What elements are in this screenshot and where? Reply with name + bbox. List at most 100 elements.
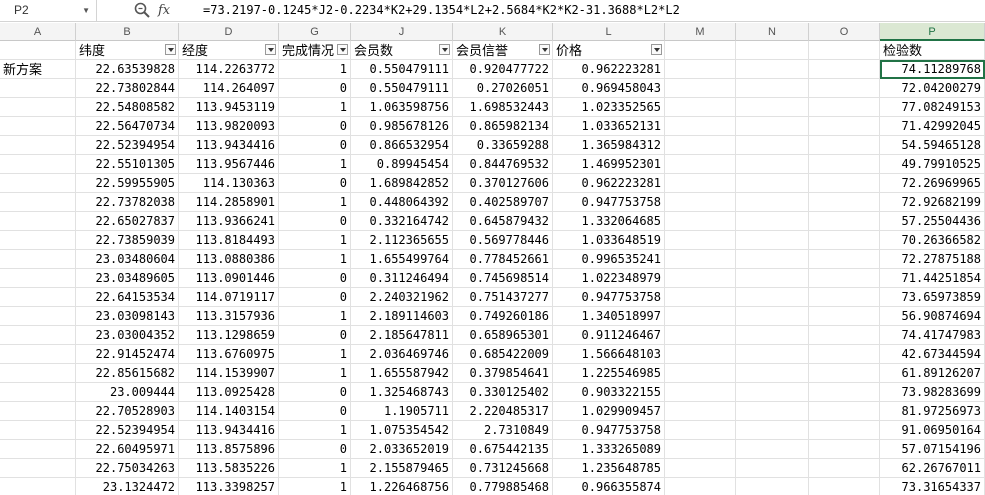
cell-m[interactable] [665, 478, 736, 495]
cell-a[interactable] [0, 288, 76, 307]
cell-n[interactable] [736, 288, 809, 307]
cell-j[interactable]: 0.866532954 [351, 136, 453, 155]
cell-p[interactable]: 54.59465128 [880, 136, 985, 155]
cell-j[interactable]: 0.448064392 [351, 193, 453, 212]
cell-n[interactable] [736, 250, 809, 269]
cell-j[interactable]: 1.075354542 [351, 421, 453, 440]
column-header-j[interactable]: J [351, 23, 453, 41]
cell-m[interactable] [665, 193, 736, 212]
cell-n[interactable] [736, 383, 809, 402]
cell-k[interactable]: 0.745698514 [453, 269, 553, 288]
header-cell-l[interactable]: 价格 [553, 41, 665, 60]
cell-a[interactable] [0, 79, 76, 98]
cell-d[interactable]: 113.5835226 [179, 459, 279, 478]
cell-j[interactable]: 1.226468756 [351, 478, 453, 495]
cell-g[interactable]: 0 [279, 402, 351, 421]
cell-l[interactable]: 0.962223281 [553, 174, 665, 193]
cell-j[interactable]: 1.655499764 [351, 250, 453, 269]
cell-g[interactable]: 1 [279, 98, 351, 117]
cell-a[interactable] [0, 212, 76, 231]
cell-j[interactable]: 0.311246494 [351, 269, 453, 288]
cell-a[interactable] [0, 345, 76, 364]
cell-b[interactable]: 22.59955905 [76, 174, 179, 193]
cell-d[interactable]: 113.0880386 [179, 250, 279, 269]
cell-k[interactable]: 0.402589707 [453, 193, 553, 212]
column-header-k[interactable]: K [453, 23, 553, 41]
cell-g[interactable]: 1 [279, 364, 351, 383]
header-cell-g[interactable]: 完成情况 [279, 41, 351, 60]
cell-b[interactable]: 22.65027837 [76, 212, 179, 231]
cell-j[interactable]: 2.155879465 [351, 459, 453, 478]
cell-d[interactable]: 114.1539907 [179, 364, 279, 383]
cell-b[interactable]: 23.03004352 [76, 326, 179, 345]
cell-d[interactable]: 113.0901446 [179, 269, 279, 288]
cell-l[interactable]: 1.033652131 [553, 117, 665, 136]
cell-m[interactable] [665, 250, 736, 269]
cell-p[interactable]: 74.41747983 [880, 326, 985, 345]
cell-m[interactable] [665, 174, 736, 193]
cell-g[interactable]: 0 [279, 174, 351, 193]
cell-a[interactable] [0, 117, 76, 136]
cell-o[interactable] [809, 269, 880, 288]
column-header-p[interactable]: P [880, 23, 985, 41]
cell-m[interactable] [665, 212, 736, 231]
cell-o[interactable] [809, 421, 880, 440]
cell-b[interactable]: 22.52394954 [76, 136, 179, 155]
cell-d[interactable]: 114.264097 [179, 79, 279, 98]
cell-o[interactable] [809, 288, 880, 307]
cell-b[interactable]: 23.009444 [76, 383, 179, 402]
cell-d[interactable]: 113.9567446 [179, 155, 279, 174]
cell-n[interactable] [736, 307, 809, 326]
cell-g[interactable]: 1 [279, 193, 351, 212]
cell-p[interactable]: 73.31654337 [880, 478, 985, 495]
cell-p[interactable]: 77.08249153 [880, 98, 985, 117]
cell-d[interactable]: 113.6760975 [179, 345, 279, 364]
cell-k[interactable]: 0.749260186 [453, 307, 553, 326]
cell-k[interactable]: 2.220485317 [453, 402, 553, 421]
cell-b[interactable]: 23.03480604 [76, 250, 179, 269]
cell-o[interactable] [809, 478, 880, 495]
cell-o[interactable] [809, 364, 880, 383]
header-cell-b[interactable]: 纬度 [76, 41, 179, 60]
cell-n[interactable] [736, 98, 809, 117]
cell-n[interactable] [736, 174, 809, 193]
cell-l[interactable]: 0.947753758 [553, 288, 665, 307]
cell-b[interactable]: 22.52394954 [76, 421, 179, 440]
column-header-b[interactable]: B [76, 23, 179, 41]
cell-m[interactable] [665, 231, 736, 250]
cell-o[interactable] [809, 440, 880, 459]
cell-a[interactable] [0, 478, 76, 495]
cell-m[interactable] [665, 345, 736, 364]
cell-b[interactable]: 22.70528903 [76, 402, 179, 421]
cell-b[interactable]: 23.03489605 [76, 269, 179, 288]
cell-a[interactable] [0, 193, 76, 212]
cell-n[interactable] [736, 212, 809, 231]
cell-b[interactable]: 22.73802844 [76, 79, 179, 98]
cell-n[interactable] [736, 117, 809, 136]
cell-d[interactable]: 114.130363 [179, 174, 279, 193]
cell-p[interactable]: 81.97256973 [880, 402, 985, 421]
cell-b[interactable]: 22.73859039 [76, 231, 179, 250]
cell-l[interactable]: 0.911246467 [553, 326, 665, 345]
cell-l[interactable]: 0.996535241 [553, 250, 665, 269]
cell-k[interactable]: 0.658965301 [453, 326, 553, 345]
cell-l[interactable]: 1.333265089 [553, 440, 665, 459]
cell-m[interactable] [665, 117, 736, 136]
cell-k[interactable]: 0.865982134 [453, 117, 553, 136]
cell-g[interactable]: 1 [279, 421, 351, 440]
header-cell-n[interactable] [736, 41, 809, 60]
cell-a[interactable] [0, 269, 76, 288]
cell-k[interactable]: 0.330125402 [453, 383, 553, 402]
cell-j[interactable]: 2.112365655 [351, 231, 453, 250]
cell-n[interactable] [736, 60, 809, 79]
header-cell-p[interactable]: 检验数 [880, 41, 985, 60]
cell-m[interactable] [665, 326, 736, 345]
cell-d[interactable]: 114.2263772 [179, 60, 279, 79]
cell-g[interactable]: 0 [279, 440, 351, 459]
cell-j[interactable]: 1.325468743 [351, 383, 453, 402]
cell-a[interactable] [0, 326, 76, 345]
header-cell-j[interactable]: 会员数 [351, 41, 453, 60]
cell-a[interactable] [0, 155, 76, 174]
column-header-g[interactable]: G [279, 23, 351, 41]
cell-a[interactable] [0, 421, 76, 440]
